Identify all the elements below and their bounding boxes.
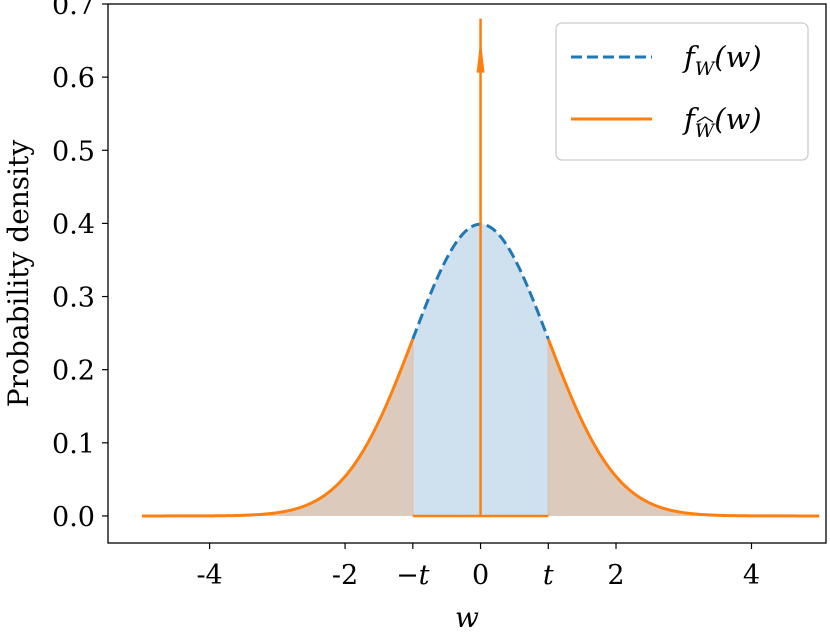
x-axis-label: w: [455, 601, 479, 634]
plot-frame: [107, 3, 827, 544]
y-tick-label: 0.5: [52, 136, 95, 167]
legend-label-subscript: W: [695, 58, 716, 80]
x-tick-label: 4: [743, 560, 760, 591]
x-tick-label: -4: [196, 560, 222, 591]
series-fwhat-left-tail: [141, 338, 415, 518]
x-tick-label: 0: [472, 560, 489, 591]
left-tail-fill: [141, 338, 413, 516]
right-tail-fill: [548, 338, 820, 516]
y-tick-label: 0.6: [52, 63, 95, 94]
x-tick-label: 2: [607, 560, 624, 591]
legend: fW(w)fW(w): [555, 22, 809, 161]
x-tick-label: t: [543, 560, 554, 591]
y-tick-label: 0.0: [52, 502, 95, 533]
x-ticks: -4 -2 −t 0 t 2 4: [196, 543, 760, 591]
legend-label-argument: (w): [714, 40, 761, 74]
x-tick-label: −t: [396, 560, 430, 591]
y-tick-label: 0.3: [52, 283, 95, 314]
y-axis-label: Probability density: [2, 140, 35, 408]
legend-label-argument: (w): [714, 102, 761, 136]
legend-hat-accent: [696, 116, 714, 123]
y-tick-label: 0.2: [52, 356, 95, 387]
legend-box: [555, 22, 809, 161]
y-tick-label: 0.1: [52, 429, 95, 460]
legend-label-subscript: W: [695, 120, 716, 142]
legend-entry-label: fW(w): [682, 102, 762, 142]
y-tick-label: 0.4: [52, 209, 95, 240]
y-ticks: 0.0 0.1 0.2 0.3 0.4 0.5 0.6 0.7: [52, 0, 108, 533]
y-tick-label: 0.7: [52, 0, 95, 21]
series-fwhat-right-tail: [546, 338, 820, 518]
dirac-spike-arrow: [476, 38, 485, 73]
x-tick-label: -2: [332, 560, 358, 591]
curves-group: [141, 18, 820, 518]
